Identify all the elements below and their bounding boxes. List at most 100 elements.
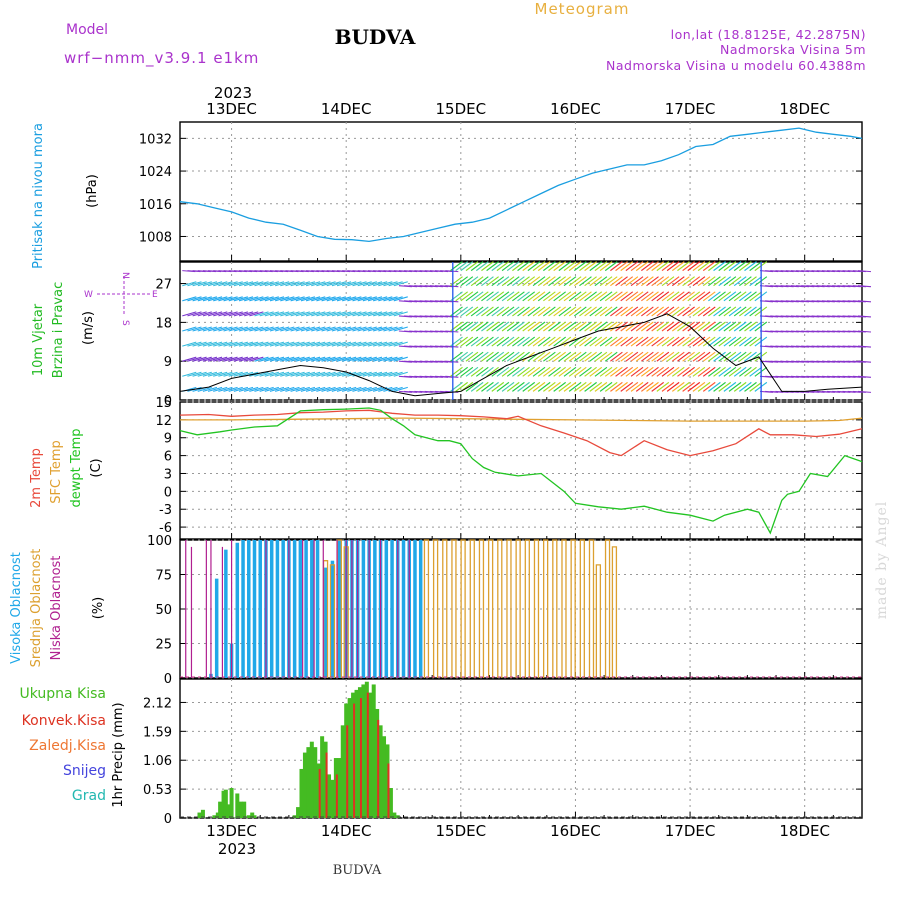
bottom-day-label: 13DEC (206, 822, 257, 840)
wind-barb (372, 341, 388, 347)
conv-rain-bar (359, 698, 362, 818)
high-cloud-bar (401, 540, 406, 678)
wind-barb (475, 321, 489, 332)
wind-barb (713, 336, 726, 347)
wind-barb (445, 315, 459, 318)
wind-barb (687, 381, 701, 392)
y-tick-label: 0 (164, 394, 172, 409)
low-cloud-bar (221, 546, 224, 678)
wind-barb (543, 306, 556, 317)
low-cloud-bar (368, 540, 370, 678)
wind-barb (352, 296, 367, 302)
low-cloud-bar (336, 540, 338, 678)
wind-barb (635, 276, 649, 287)
wind-barb (357, 341, 372, 347)
wind-barb (573, 366, 587, 377)
wind-barb (594, 306, 608, 317)
panel-frame (179, 401, 863, 540)
dewpt-line (179, 407, 863, 535)
wind-barb (697, 336, 711, 347)
wind-barb (625, 306, 639, 317)
wind-barb (274, 296, 290, 302)
wind-barb (579, 321, 592, 332)
wind-barb (455, 336, 468, 347)
model-name: wrf−nmm_v3.9.1 e1km (64, 49, 259, 68)
wind-barb (517, 276, 530, 287)
wind-barb (383, 386, 398, 392)
wind-barb (537, 321, 551, 332)
wind-barb (223, 296, 238, 302)
wind-barb (331, 311, 347, 317)
wind-barb (305, 341, 321, 347)
wind-barb (537, 336, 551, 347)
wind-barb (512, 336, 525, 347)
wind-barb (749, 336, 763, 347)
wind-barb (491, 291, 505, 302)
wind-barb (244, 356, 259, 362)
wind-barb (615, 291, 628, 302)
wind-barb (475, 306, 489, 317)
wind-barb (475, 366, 489, 377)
wind-barb (342, 386, 357, 392)
wind-barb (744, 306, 757, 317)
wind-barb (378, 386, 393, 392)
mid-cloud-bar (497, 539, 503, 678)
wind-barb (182, 341, 197, 347)
total-rain-bar (302, 752, 307, 818)
wind-barb (285, 341, 300, 347)
wind-barb (465, 351, 479, 362)
wind-barb (388, 341, 403, 347)
wind-barb (280, 311, 295, 317)
wind-barb (532, 366, 546, 377)
wind-barb (311, 341, 326, 347)
wind-barb (568, 276, 582, 287)
wind-barb (228, 326, 243, 332)
wind-barb (295, 341, 310, 347)
wind-barb (692, 261, 706, 272)
wind-barb (207, 356, 223, 362)
high-cloud-bar (361, 540, 366, 678)
wind-barb (599, 261, 613, 272)
wind-barb (718, 366, 732, 377)
wind-barb (264, 326, 279, 332)
wind-barb (274, 386, 290, 392)
wind-barb (553, 351, 566, 362)
wind-barb (630, 366, 644, 377)
wind-barb (388, 311, 403, 317)
wind-barb (470, 381, 484, 392)
wind-barb (336, 356, 352, 362)
wind-barb (718, 291, 732, 302)
wind-barb (274, 326, 290, 332)
wind-barb (259, 326, 274, 332)
wind-barb (625, 276, 639, 287)
wind-barb (651, 306, 664, 317)
wind-barb (501, 321, 515, 332)
wind-barb (233, 311, 249, 317)
y-tick-label: 50 (155, 603, 172, 618)
wind-barb (352, 341, 367, 347)
wind-barb (744, 291, 757, 302)
mid-cloud-bar (595, 564, 602, 678)
wind-barb (692, 306, 706, 317)
wind-barb (336, 326, 352, 332)
low-cloud-bar (379, 540, 382, 678)
mid-cloud-bar (611, 546, 618, 678)
wind-barb (238, 371, 254, 377)
wind-barb (548, 366, 561, 377)
wind-barb (192, 356, 207, 362)
wind-barb (357, 356, 372, 362)
wind-barb (501, 366, 515, 377)
wind-barb (512, 321, 525, 332)
cloud-unit: (%) (91, 597, 106, 620)
wind-barb (197, 386, 212, 392)
wind-barb (687, 261, 701, 272)
wind-barb (383, 371, 398, 377)
wind-barb (269, 386, 285, 392)
wind-barb (584, 276, 597, 287)
wind-barb (733, 366, 747, 377)
wind-barb (486, 381, 499, 392)
wind-barb (506, 351, 520, 362)
wind-barb (501, 276, 515, 287)
wind-barb (187, 371, 202, 377)
wind-barb (651, 261, 664, 272)
